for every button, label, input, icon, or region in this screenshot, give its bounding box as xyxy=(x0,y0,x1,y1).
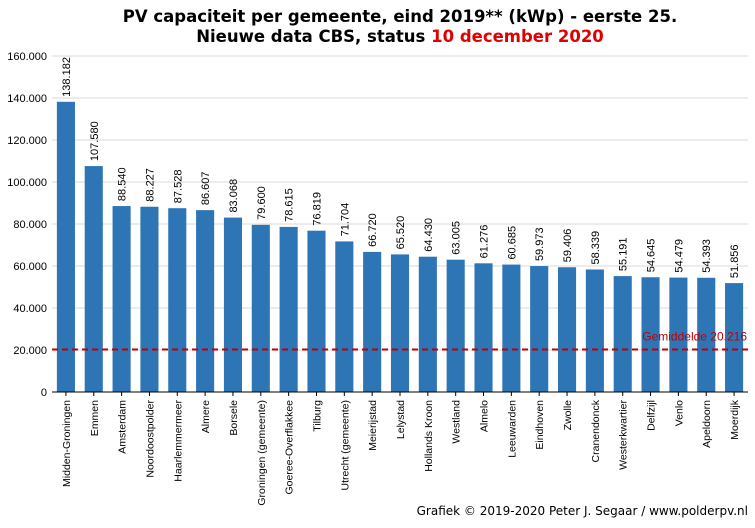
data-label: 138.182 xyxy=(61,57,73,97)
y-tick-label: 160.000 xyxy=(7,51,47,63)
data-label: 64.430 xyxy=(423,218,435,252)
x-tick-label: Borsele xyxy=(228,400,240,436)
data-label: 63.005 xyxy=(451,221,463,255)
data-label: 60.685 xyxy=(506,226,518,260)
x-tick-label: Eindhoven xyxy=(534,400,546,450)
chart-title-line2: Nieuwe data CBS, status 10 december 2020 xyxy=(196,27,604,46)
y-tick-label: 40.000 xyxy=(13,303,47,315)
x-tick-label: Westerkwartier xyxy=(618,400,630,470)
y-tick-label: 60.000 xyxy=(13,261,47,273)
data-label: 83.068 xyxy=(228,179,240,213)
credit-text: Grafiek © 2019-2020 Peter J. Segaar / ww… xyxy=(417,504,748,518)
bar xyxy=(390,254,410,392)
x-tick-label: Almelo xyxy=(479,400,491,432)
bar xyxy=(697,277,716,392)
chart-title-line1: PV capaciteit per gemeente, eind 2019** … xyxy=(123,7,677,26)
data-label: 59.406 xyxy=(562,229,574,263)
data-label: 107.580 xyxy=(89,121,101,161)
data-label: 71.704 xyxy=(339,203,351,237)
data-label: 54.479 xyxy=(673,239,685,273)
data-label: 76.819 xyxy=(311,192,323,226)
chart-title-line2-prefix: Nieuwe data CBS, status xyxy=(196,27,431,46)
bar xyxy=(279,226,298,392)
data-label: 88.540 xyxy=(117,167,129,201)
data-label: 55.191 xyxy=(618,237,630,271)
bar xyxy=(641,277,660,392)
x-tick-label: Emmen xyxy=(89,400,101,436)
y-axis: 0 20.000 40.000 60.000 80.000 100.000 120.000 1… xyxy=(7,51,47,399)
x-tick-label: Delfzijl xyxy=(646,400,658,431)
bar xyxy=(84,166,103,392)
x-tick-label: Apeldoorn xyxy=(701,400,713,448)
data-label: 86.607 xyxy=(200,171,212,205)
data-label: 61.276 xyxy=(479,225,491,259)
x-tick-label: Amsterdam xyxy=(117,400,129,454)
data-label: 65.520 xyxy=(395,216,407,250)
x-tick-label: Cranendonck xyxy=(590,399,602,462)
bar xyxy=(557,267,577,392)
data-label: 79.600 xyxy=(256,186,268,220)
x-tick-label: Zwolle xyxy=(562,400,574,431)
x-tick-label: Almere xyxy=(200,400,212,433)
bar xyxy=(56,101,75,392)
bar xyxy=(363,251,382,392)
average-line-group: Gemiddelde 20.216 xyxy=(52,330,748,351)
x-tick-label: Meierijstad xyxy=(367,400,379,451)
bar xyxy=(502,264,521,392)
bar xyxy=(251,224,270,392)
x-tick-label: Noordoostpolder xyxy=(144,400,156,478)
bar xyxy=(725,283,744,392)
y-tick-label: 120.000 xyxy=(7,135,47,147)
data-label: 88.227 xyxy=(144,168,156,202)
bar xyxy=(168,208,187,392)
x-tick-label: Hollands Kroon xyxy=(423,400,435,472)
data-label: 87.528 xyxy=(172,170,184,204)
data-label: 66.720 xyxy=(367,213,379,247)
y-tick-label: 100.000 xyxy=(7,177,47,189)
bar xyxy=(585,269,604,392)
average-label: Gemiddelde 20.216 xyxy=(642,330,747,344)
x-tick-label: Westland xyxy=(451,400,463,444)
x-axis: Midden-Groningen Emmen Amsterdam Noordoostp… xyxy=(52,391,748,506)
x-tick-label: Venlo xyxy=(673,400,685,426)
x-tick-label: Groningen (gemeente) xyxy=(256,400,268,506)
bar xyxy=(446,259,465,392)
x-tick-label: Utrecht (gemeente) xyxy=(339,400,351,490)
data-label: 54.393 xyxy=(701,239,713,273)
bar xyxy=(530,266,549,392)
x-tick-label: Moerdijk xyxy=(729,399,741,439)
chart-title-date: 10 december 2020 xyxy=(431,27,604,46)
bar xyxy=(418,256,437,392)
bar xyxy=(335,241,354,392)
x-tick-label: Goeree-Overflakkee xyxy=(284,400,296,495)
data-label: 54.645 xyxy=(646,239,658,273)
data-label: 59.973 xyxy=(534,227,546,261)
bar xyxy=(196,210,215,392)
bar xyxy=(307,230,326,392)
x-tick-label: Leeuwarden xyxy=(506,400,518,458)
y-tick-label: 0 xyxy=(41,387,47,399)
data-label: 78.615 xyxy=(284,188,296,222)
data-label: 58.339 xyxy=(590,231,602,265)
bar xyxy=(613,276,632,392)
x-tick-label: Haarlemmermeer xyxy=(172,400,184,482)
x-tick-label: Lelystad xyxy=(395,400,407,439)
x-tick-label: Tilburg xyxy=(311,400,323,432)
data-label: 51.856 xyxy=(729,244,741,278)
bar xyxy=(669,277,688,392)
bar xyxy=(140,206,159,392)
bars: 138.182 107.580 88.540 88.227 87.528 86.607 83… xyxy=(56,57,744,392)
y-tick-label: 80.000 xyxy=(13,219,47,231)
bar xyxy=(223,217,243,392)
y-tick-label: 140.000 xyxy=(7,93,47,105)
bar xyxy=(474,263,493,392)
y-tick-label: 20.000 xyxy=(13,345,47,357)
bar xyxy=(112,206,131,392)
x-tick-label: Midden-Groningen xyxy=(61,400,73,487)
